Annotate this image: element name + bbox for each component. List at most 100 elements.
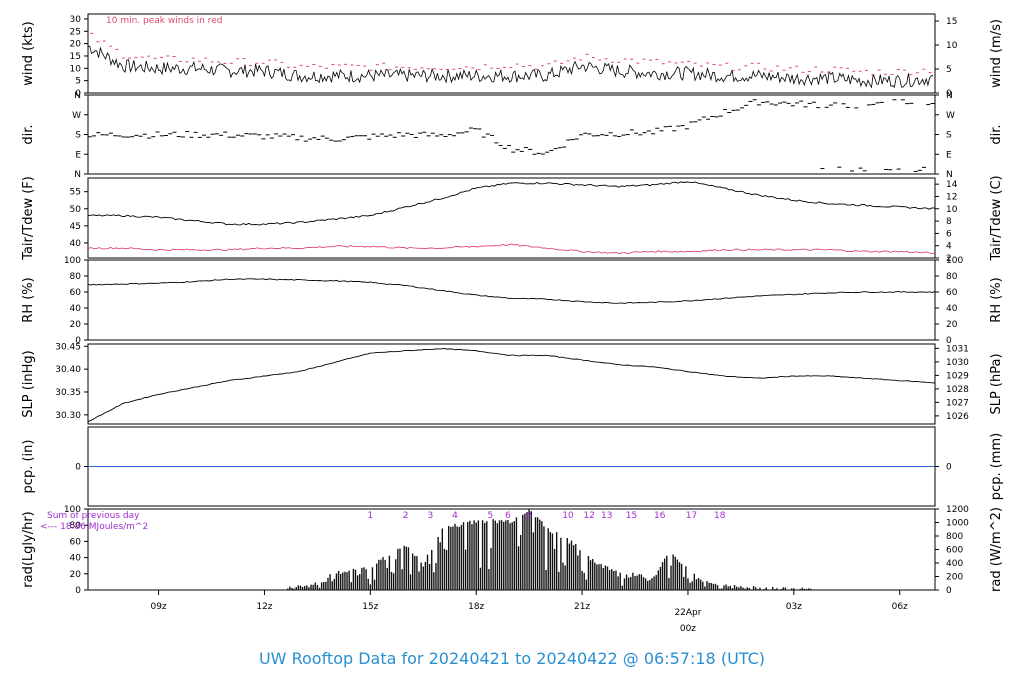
- left-tick-label: 40: [70, 239, 82, 249]
- hour-label: 5: [487, 511, 493, 521]
- right-tick-label: 10: [946, 205, 958, 215]
- x-tick-label: 18z: [468, 602, 484, 612]
- y-axis-label-right: SLP (hPa): [989, 353, 1004, 414]
- left-tick-label: 100: [64, 256, 81, 266]
- x-tick-label: 12z: [256, 602, 272, 612]
- right-tick-label: N: [946, 91, 953, 101]
- plot-area: [88, 99, 935, 172]
- panel-frame: [87, 13, 936, 94]
- left-tick-label: 45: [70, 222, 81, 232]
- left-tick-label: 0: [75, 463, 81, 473]
- peak-wind-annotation: 10 min. peak winds in red: [106, 16, 223, 26]
- air-temp-line: [88, 181, 935, 226]
- hour-label: 2: [403, 511, 409, 521]
- right-tick-label: 8: [946, 217, 952, 227]
- right-tick-label: 0: [946, 586, 952, 596]
- y-axis-label-right: RH (%): [989, 277, 1004, 322]
- left-tick-label: N: [74, 170, 81, 180]
- right-tick-label: 12: [946, 192, 957, 202]
- panel-frame: [87, 259, 936, 341]
- x-tick-label: 09z: [150, 602, 166, 612]
- y-axis-label-right: dir.: [989, 124, 1004, 144]
- panel-rh: 0 20 40 60 80 100 0 20 40 60 80 100 RH (%) RH (%): [21, 256, 1004, 346]
- right-tick-label: 1027: [946, 398, 969, 408]
- right-tick-label: 0: [946, 463, 952, 473]
- right-tick-label: 600: [946, 546, 963, 556]
- right-tick-label: 2: [946, 254, 952, 264]
- right-tick-label: 1026: [946, 412, 969, 422]
- slp-line: [88, 347, 935, 423]
- right-tick-label: 15: [946, 17, 957, 27]
- left-tick-label: 0: [75, 336, 81, 346]
- left-tick-label: 60: [70, 288, 82, 298]
- right-tick-label: 60: [946, 288, 958, 298]
- dewpoint-line: [88, 243, 935, 255]
- right-tick-label: 0: [946, 336, 952, 346]
- left-tick-label: 80: [70, 521, 82, 531]
- radiation-sum-label: Sum of previous day: [47, 511, 140, 521]
- left-tick-label: 25: [70, 27, 81, 37]
- right-tick-label: 10: [946, 41, 958, 51]
- radiation-sum-value: <--- 18.86 MJoules/m^2: [40, 522, 148, 532]
- hour-label: 13: [601, 511, 612, 521]
- y-axis-label-left: pcp. (in): [21, 440, 36, 494]
- chart-title: UW Rooftop Data for 20240421 to 20240422…: [259, 649, 765, 668]
- panel-frame: [87, 177, 936, 259]
- panel-frame: [87, 343, 936, 425]
- left-tick-label: 5: [75, 77, 81, 87]
- right-tick-label: 14: [946, 180, 958, 190]
- right-tick-label: 1030: [946, 358, 969, 368]
- left-tick-label: N: [74, 91, 81, 101]
- panel-frame: [87, 94, 936, 175]
- plot-area: [88, 32, 934, 89]
- right-tick-label: 1029: [946, 371, 969, 381]
- left-tick-label: 0: [75, 586, 81, 596]
- right-tick-label: S: [946, 131, 952, 141]
- y-axis-label-left: RH (%): [21, 277, 36, 322]
- x-tick-label: 21z: [574, 602, 590, 612]
- x-tick-label: 06z: [892, 602, 908, 612]
- plot-area: [88, 278, 935, 304]
- y-axis-label-left: rad(Lgly/hr): [21, 511, 36, 587]
- left-tick-label: 30.40: [55, 365, 81, 375]
- left-tick-label: W: [72, 111, 81, 121]
- hour-label: 3: [427, 511, 433, 521]
- right-tick-label: 800: [946, 532, 963, 542]
- right-tick-label: 1000: [946, 519, 969, 529]
- x-tick-label: 00z: [680, 624, 696, 634]
- right-tick-label: 40: [946, 304, 958, 314]
- right-tick-label: 200: [946, 573, 963, 583]
- date-label: 22Apr: [674, 608, 701, 618]
- hour-label: 15: [626, 511, 637, 521]
- hour-label: 1: [367, 511, 373, 521]
- left-tick-label: 100: [64, 505, 81, 515]
- left-tick-label: 80: [70, 272, 82, 282]
- panel-frame: [87, 508, 936, 591]
- left-tick-label: 20: [70, 570, 82, 580]
- y-axis-label-left: wind (kts): [21, 21, 36, 85]
- right-tick-label: 4: [946, 242, 952, 252]
- left-tick-label: 40: [70, 554, 82, 564]
- left-tick-label: 0: [75, 89, 81, 99]
- hour-label: 17: [686, 511, 697, 521]
- y-axis-label-right: rad (W/m^2): [989, 507, 1004, 592]
- y-axis-label-right: pcp. (mm): [989, 433, 1004, 500]
- left-tick-label: 30.35: [55, 388, 81, 398]
- plot-area: [88, 347, 935, 423]
- x-axis: 09z 12z 15z 18z 21z 00z 03z 06z: [150, 590, 908, 634]
- y-axis-label-left: SLP (inHg): [21, 350, 36, 418]
- left-tick-label: S: [75, 131, 81, 141]
- rh-line: [88, 278, 935, 304]
- hour-label: 12: [583, 511, 594, 521]
- hour-label: 18: [714, 511, 726, 521]
- y-axis-label-right: wind (m/s): [989, 19, 1004, 88]
- right-tick-label: 400: [946, 559, 963, 569]
- right-tick-label: E: [946, 150, 952, 160]
- right-tick-label: 1200: [946, 505, 969, 515]
- right-tick-label: 20: [946, 320, 958, 330]
- right-tick-label: W: [946, 111, 955, 121]
- left-tick-label: 10: [70, 64, 82, 74]
- hour-label: 6: [505, 511, 511, 521]
